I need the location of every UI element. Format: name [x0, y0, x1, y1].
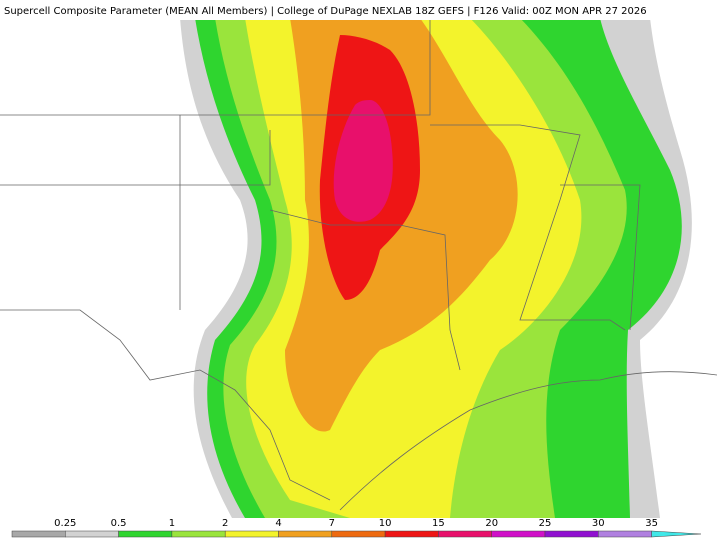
colorbar-label: 2 [222, 518, 228, 529]
border [0, 20, 431, 116]
border [430, 124, 626, 331]
colorbar-segment [65, 530, 119, 538]
border [179, 184, 641, 331]
colorbar: 0.25 0.5 1 2 4 7 10 15 20 25 30 35 [11, 518, 701, 538]
colorbar-label: 0.5 [111, 518, 127, 529]
colorbar-segment [598, 530, 652, 538]
colorbar-label: 30 [592, 518, 605, 529]
colorbar-label: 15 [432, 518, 445, 529]
colorbar-label: 10 [379, 518, 392, 529]
border [0, 309, 331, 501]
colorbar-label: 20 [485, 518, 498, 529]
colorbar-segment [11, 530, 66, 538]
colorbar-segment [331, 530, 386, 538]
colorbar-segment [224, 530, 279, 538]
state-borders [0, 20, 717, 511]
colorbar-label: 0.25 [54, 518, 76, 529]
colorbar-segment [491, 530, 546, 538]
colorbar-segment [171, 530, 226, 538]
colorbar-segment [118, 530, 173, 538]
border [0, 115, 271, 186]
colorbar-segment [278, 530, 333, 538]
colorbar-label: 25 [539, 518, 552, 529]
colorbar-label: 35 [645, 518, 658, 529]
colorbar-label: 1 [169, 518, 175, 529]
title-bar [0, 0, 717, 20]
colorbar-segment [544, 530, 599, 538]
colorbar-label: 7 [329, 518, 335, 529]
colorbar-segment [384, 530, 439, 538]
colorbar-segment [651, 530, 701, 538]
contour-magenta [333, 100, 393, 222]
border [269, 209, 461, 371]
colorbar-segment [438, 530, 492, 538]
title: Supercell Composite Parameter (MEAN All … [4, 6, 647, 17]
colorbar-label: 4 [275, 518, 281, 529]
coastline [339, 371, 717, 511]
field-contours [180, 18, 692, 518]
